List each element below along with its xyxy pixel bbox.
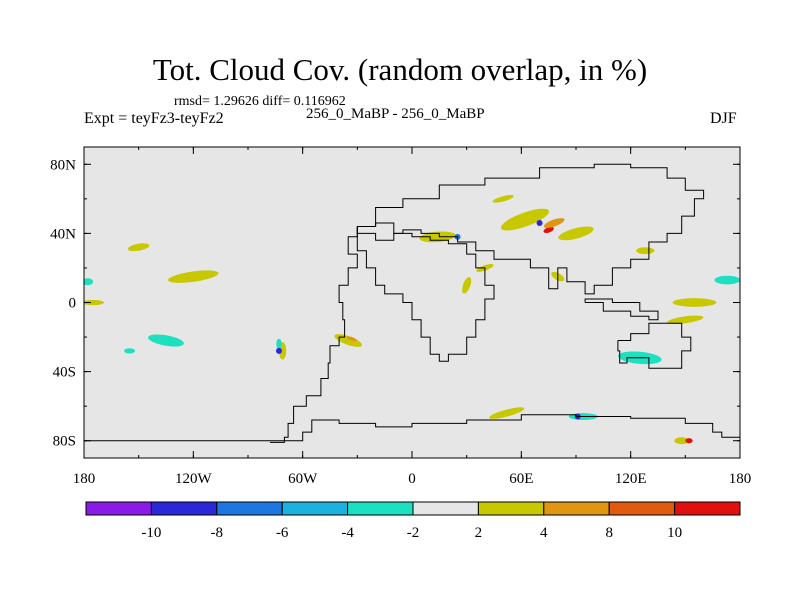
y-axis: 80N 40N 0 40S 80S [50,157,740,450]
anomaly-feature-19 [543,226,554,234]
y-tick-label-3: 40S [53,365,76,381]
anomaly-feature-3 [148,334,184,347]
anomaly-feature-20 [543,218,565,228]
coastline-4 [617,322,692,369]
x-tick-label-4: 60E [509,471,533,487]
y-tick-label-1: 40N [50,226,76,242]
colorbar-bin-9 [674,501,741,516]
anomaly-feature-17 [500,208,550,231]
colorbar-bin-5 [412,501,479,516]
anomaly-feature-23 [462,277,472,294]
colorbar-label-1: -8 [211,525,224,541]
colorbar-label-3: -4 [341,525,354,541]
y-tick-label-0: 80N [50,157,76,173]
x-tick-label-3: 0 [408,471,416,487]
anomaly-feature-18 [558,226,594,241]
anomaly-feature-26 [685,438,693,444]
anomaly-feature-0 [168,270,219,283]
coastline-1 [356,222,495,362]
colorbar-label-6: 4 [540,525,548,541]
x-tick-label-5: 120E [615,471,647,487]
x-tick-label-1: 120W [175,471,213,487]
chart-title: Tot. Cloud Cov. (random overlap, in %) [152,52,648,87]
stats-label: rmsd= 1.29626 diff= 0.116962 [174,94,346,109]
anomaly-feature-15 [714,275,740,285]
anomaly-feature-16 [419,231,456,243]
colorbar-bin-4 [347,501,414,516]
center-subtitle: 256_0_MaBP - 256_0_MaBP [306,106,485,122]
anomaly-feature-2 [84,278,94,286]
colorbar-label-2: -6 [276,525,289,541]
anomaly-feature-25 [674,437,689,445]
anomaly-feature-21 [636,247,655,255]
colorbar-label-4: -2 [407,525,420,541]
colorbar-bin-0 [85,501,152,516]
colorbar-bin-8 [608,501,676,516]
experiment-label: Expt = teyFz3-teyFz2 [84,110,224,127]
x-axis: 180 120W 60W 0 60E 120E 180 [73,147,752,487]
y-tick-label-4: 80S [53,434,76,450]
point-feature-1 [536,220,543,227]
point-feature-0 [275,347,282,354]
anomaly-feature-9 [346,336,358,342]
anomaly-feature-14 [672,298,717,307]
coastlines [84,163,740,443]
anomaly-feature-1 [127,243,150,252]
colorbar-bin-3 [281,501,349,516]
coastline-3 [584,298,659,321]
anomaly-feature-4 [124,348,136,354]
colorbar-label-8: 10 [667,525,682,541]
x-tick-label-2: 60W [288,471,318,487]
x-tick-label-6: 180 [729,471,752,487]
y-tick-label-2: 0 [69,296,77,312]
colorbar-bin-7 [543,501,610,516]
season-label: DJF [710,110,737,127]
colorbar-bin-1 [150,501,218,516]
anomaly-feature-10 [489,407,525,419]
colorbar-bin-6 [477,501,545,516]
colorbar-bin-2 [216,501,283,516]
x-tick-label-0: 180 [73,471,96,487]
anomaly-feature-13 [667,315,704,325]
anomaly-feature-5 [84,299,105,306]
colorbar-label-7: 8 [605,525,613,541]
coastline-2 [356,163,705,295]
colorbar: -10 -8 -6 -4 -2 2 4 8 10 [85,501,741,541]
anomaly-feature-7 [276,338,282,350]
anomaly-feature-22 [492,195,514,203]
colorbar-label-5: 2 [475,525,483,541]
coastline-5 [84,414,740,442]
colorbar-label-0: -10 [141,525,161,541]
coastline-0 [269,226,358,443]
